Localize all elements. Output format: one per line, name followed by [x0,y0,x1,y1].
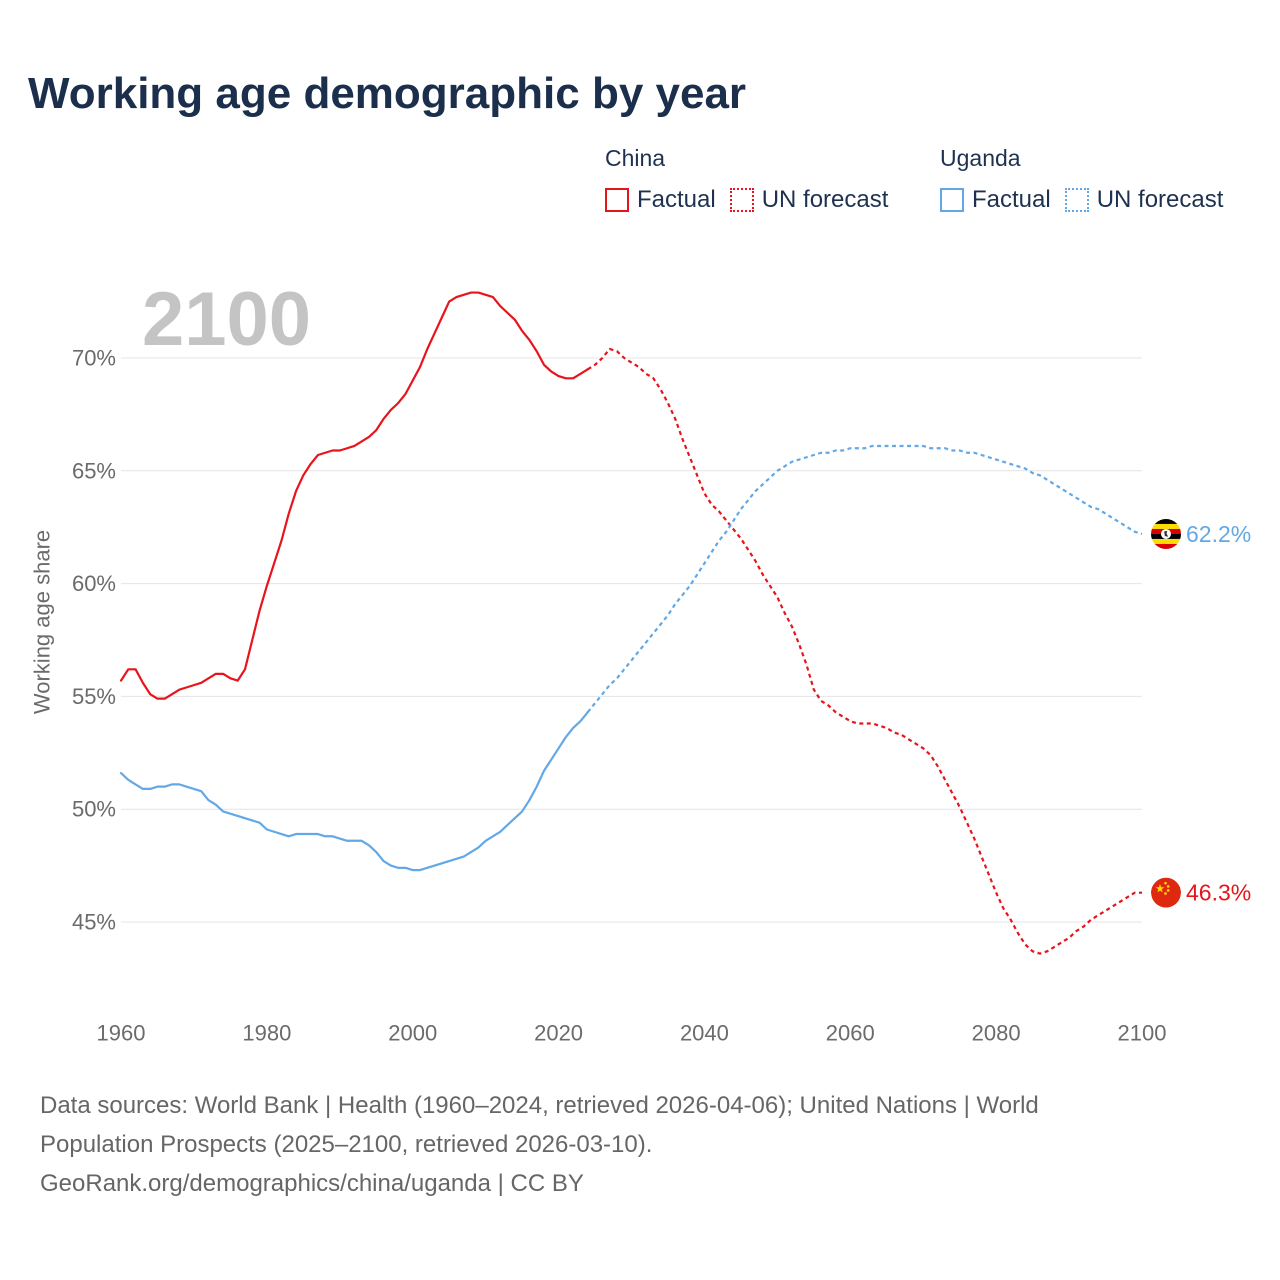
flag-small-star [1164,892,1167,895]
legend-group-china: China Factual UN forecast [605,143,888,214]
x-tick-label: 2000 [388,1021,437,1046]
end-value-labels: 46.3% 62.2% [1186,521,1251,906]
y-tick-label: 60% [72,571,116,596]
legend-group-label: Uganda [940,145,1021,171]
y-axis-ticks: 45% 50% 55% 60% 65% 70% [72,346,116,935]
x-tick-label: 2060 [826,1021,875,1046]
x-axis-ticks: 1960 1980 2000 2020 2040 2060 2080 2100 [97,1021,1167,1046]
x-tick-label: 2020 [534,1021,583,1046]
china-un-forecast-line [587,347,1142,955]
flag-small-star [1164,881,1167,885]
legend-group-label: China [605,145,666,171]
legend-item-china-factual[interactable]: Factual [605,186,716,214]
legend-swatch-solid [940,188,964,212]
legend-items: Factual UN forecast [605,186,888,214]
footer-attribution-link[interactable]: GeoRank.org/demographics/china/uganda | … [40,1170,584,1197]
legend-item-uganda-un-forecast[interactable]: UN forecast [1064,186,1224,214]
flag-stripe [1151,543,1181,549]
uganda-un-forecast-line [586,444,1143,713]
china-end-value-label: 46.3% [1186,880,1251,906]
legend-swatch-dotted [729,188,754,212]
china-factual-line [119,291,589,700]
china-flag-icon [1151,877,1181,908]
legend-items: Factual UN forecast [940,186,1223,214]
x-tick-label: 2100 [1118,1021,1167,1046]
x-tick-label: 1960 [97,1021,146,1046]
uganda-factual-line [119,711,589,872]
legend-item-label: Factual [972,186,1051,213]
y-tick-label: 45% [72,910,116,935]
y-tick-label: 55% [72,684,116,709]
legend-swatch-solid [605,188,629,212]
legend-swatch-dotted [1064,188,1089,212]
legend-item-uganda-factual[interactable]: Factual [940,186,1051,214]
uganda-flag-icon [1151,518,1181,549]
chart-title: Working age demographic by year [28,69,747,118]
y-axis-label: Working age share [30,530,55,714]
footer-sources-line: Population Prospects (2025–2100, retriev… [40,1131,653,1158]
x-tick-label: 1980 [242,1021,291,1046]
x-tick-label: 2080 [972,1021,1021,1046]
footer: Data sources: World Bank | Health (1960–… [40,1086,1039,1203]
legend-item-label: Factual [637,186,716,213]
legend-item-label: UN forecast [761,186,889,213]
flag-stripe [1151,538,1181,544]
y-tick-label: 50% [72,797,116,822]
series-lines [119,291,1143,955]
x-tick-label: 2040 [680,1021,729,1046]
y-tick-label: 70% [72,346,116,371]
line-chart: 45% 50% 55% 60% 65% 70% 1960 1980 2000 2020 2040 2… [30,277,1252,1046]
legend-item-china-un-forecast[interactable]: UN forecast [729,186,889,214]
flag-small-star [1166,889,1170,892]
flag-stripe [1151,518,1181,524]
legend-group-uganda: Uganda Factual UN forecast [940,143,1223,214]
flag-stripe [1151,523,1181,529]
flag-small-star [1166,885,1170,888]
y-tick-label: 65% [72,458,116,483]
footer-sources-line: Data sources: World Bank | Health (1960–… [40,1092,1039,1119]
uganda-end-value-label: 62.2% [1186,521,1251,547]
flag-crane [1164,530,1169,537]
year-overlay: 2100 [142,277,311,362]
flag-large-star [1155,884,1165,893]
gridlines [121,357,1142,923]
legend-item-label: UN forecast [1096,186,1224,213]
